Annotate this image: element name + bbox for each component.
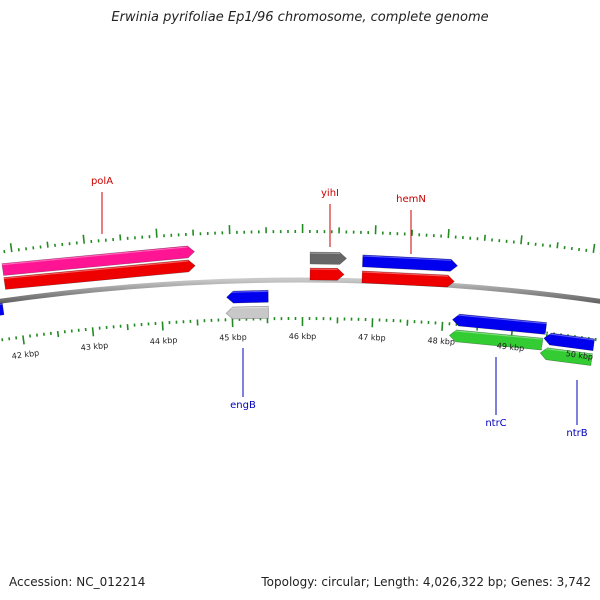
tick-mark xyxy=(91,327,95,337)
scale-label: 45 kbp xyxy=(219,333,247,343)
gene-arrow-highlight xyxy=(452,313,547,325)
gene-arrow-hemn xyxy=(361,270,455,288)
scale-label: 48 kbp xyxy=(427,336,455,347)
gene-label-pola: polA xyxy=(91,176,113,187)
scale-label: 42 kbp xyxy=(11,348,39,361)
tick-mark xyxy=(441,321,444,331)
scale-labels: 42 kbp 43 kbp 44 kbp 45 kbp 46 kbp 47 kbp 48 k… xyxy=(11,332,593,362)
tick-mark xyxy=(82,234,85,244)
genome-summary-text: Topology: circular; Length: 4,026,322 bp… xyxy=(261,575,591,589)
gene-arrow-highlight xyxy=(362,255,452,261)
scale-label: 50 kbp xyxy=(565,349,593,362)
map-title: Erwinia pyrifoliae Ep1/96 chromosome, co… xyxy=(111,10,489,25)
gene-label-hemn: hemN xyxy=(396,194,426,205)
gene-arrow-pola xyxy=(1,245,195,276)
tick-mark xyxy=(155,228,158,238)
gene-label-yihi: yihI xyxy=(321,188,339,199)
scale-label: 44 kbp xyxy=(150,336,178,347)
scale-label: 49 kbp xyxy=(496,341,524,353)
tick-mark xyxy=(483,234,486,241)
gene-arrow-pola xyxy=(3,259,196,290)
gene-arrow-ntrb xyxy=(543,332,595,352)
gene-arrow-engb xyxy=(226,289,269,304)
accession-text: Accession: NC_012214 xyxy=(9,575,146,589)
tick-mark xyxy=(520,235,523,245)
tick-mark xyxy=(447,229,450,239)
gene-arrow-highlight xyxy=(449,329,543,340)
gene-arrow-highlight xyxy=(544,332,595,341)
gene-arrow-yihi xyxy=(309,251,347,265)
gene-arrow-highlight xyxy=(3,260,189,280)
gene-arrow-unlabeled xyxy=(0,302,5,316)
gene-arrow-ntrc xyxy=(448,329,544,351)
tick-mark xyxy=(556,242,559,249)
gene-arrow-ntrc xyxy=(452,313,548,335)
gene-arrow-engb xyxy=(225,305,269,320)
gene-arrow-highlight xyxy=(226,290,269,293)
gene-arrow-highlight xyxy=(1,246,188,266)
scale-label: 43 kbp xyxy=(80,341,108,353)
tick-mark xyxy=(56,330,60,338)
tick-mark xyxy=(22,335,25,345)
tick-mark xyxy=(9,243,13,253)
gene-arrow-highlight xyxy=(362,271,448,277)
gene-label-ntrc: ntrC xyxy=(485,418,506,429)
tick-mark xyxy=(592,243,596,253)
gene-label-engb: engB xyxy=(230,400,256,411)
tick-mark xyxy=(161,321,164,331)
genome-backbone xyxy=(0,277,600,304)
gene-arrow-highlight xyxy=(225,306,269,309)
scale-label: 47 kbp xyxy=(358,333,386,343)
gene-label-ntrb: ntrB xyxy=(566,428,587,439)
gene-arrow-yihi xyxy=(309,267,345,281)
gene-arrow-highlight xyxy=(540,347,593,356)
gene-callouts: polA yihI hemN engB ntrC ntrB xyxy=(91,176,588,439)
gene-arrow-ntrb xyxy=(539,347,593,366)
feature-arrows xyxy=(0,245,595,366)
tick-mark xyxy=(46,241,49,248)
scale-label: 46 kbp xyxy=(289,332,317,341)
gene-arrow-hemn xyxy=(362,254,458,272)
